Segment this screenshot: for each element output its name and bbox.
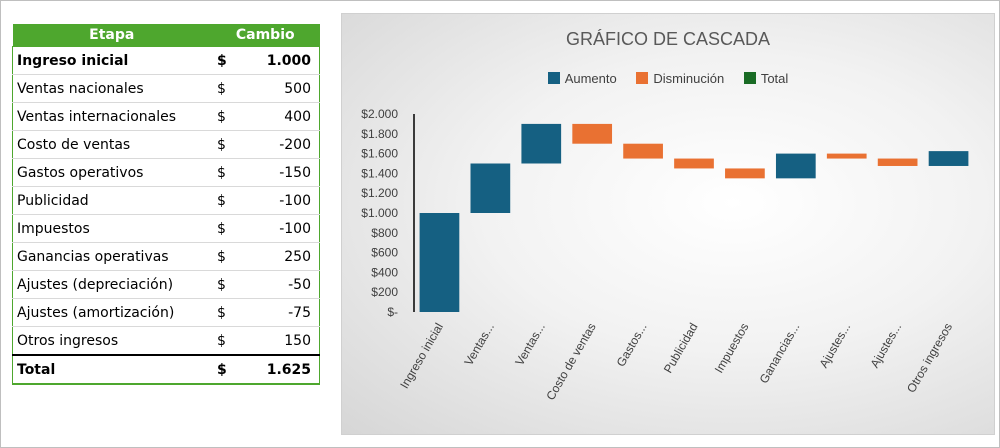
bar-increase[interactable] xyxy=(521,123,562,164)
y-tick-label: $1.600 xyxy=(361,147,398,161)
table-row: Ventas internacionales $400 xyxy=(12,102,320,131)
row-label[interactable]: Impuestos xyxy=(12,214,211,243)
y-tick-label: $800 xyxy=(371,226,398,240)
row-label[interactable]: Ajustes (amortización) xyxy=(12,298,211,327)
table-row-total: Total $1.625 xyxy=(12,354,320,385)
bar-decrease[interactable] xyxy=(725,168,765,179)
row-value[interactable]: 250 xyxy=(245,242,320,271)
x-tick-label: Otros ingresos xyxy=(904,321,955,396)
legend-swatch-decrease xyxy=(636,72,649,85)
bar-decrease[interactable] xyxy=(572,123,613,144)
row-label[interactable]: Otros ingresos xyxy=(12,326,211,356)
x-tick-label: Ajustes... xyxy=(867,321,904,371)
legend-item-total: Total xyxy=(743,71,789,87)
bar-increase[interactable] xyxy=(470,163,511,214)
row-currency[interactable]: $ xyxy=(211,74,245,103)
x-tick-label: Ventas... xyxy=(461,321,496,368)
header-etapa[interactable]: Etapa xyxy=(12,24,211,47)
legend-item-decrease: Disminución xyxy=(636,71,724,86)
row-currency[interactable]: $ xyxy=(211,214,245,243)
total-currency[interactable]: $ xyxy=(211,354,245,385)
chart-legend: Aumento Disminución Total xyxy=(342,70,994,86)
row-currency[interactable]: $ xyxy=(211,298,245,327)
bar-increase[interactable] xyxy=(775,153,816,179)
row-currency[interactable]: $ xyxy=(211,158,245,187)
table-row: Ganancias operativas $250 xyxy=(12,242,320,271)
x-tick-label: Ventas... xyxy=(512,321,547,368)
row-label[interactable]: Ajustes (depreciación) xyxy=(12,270,211,299)
y-tick-label: $400 xyxy=(371,265,398,279)
row-value[interactable]: 1.000 xyxy=(245,46,320,75)
x-tick-label: Publicidad xyxy=(661,321,701,376)
row-value[interactable]: -75 xyxy=(245,298,320,327)
x-tick-label: Ingreso inicial xyxy=(397,321,446,392)
bar-decrease[interactable] xyxy=(674,158,714,169)
x-tick-label: Impuestos xyxy=(712,321,752,376)
bar-decrease[interactable] xyxy=(877,158,918,166)
row-label[interactable]: Costo de ventas xyxy=(12,130,211,159)
row-value[interactable]: 500 xyxy=(245,74,320,103)
plot-area: $- $200 $400 $600 $800 $1.000 $1.200 $1.400 $1.6… xyxy=(361,107,969,403)
row-value[interactable]: -200 xyxy=(245,130,320,159)
y-tick-label: $1.400 xyxy=(361,166,398,180)
row-currency[interactable]: $ xyxy=(211,242,245,271)
header-cambio[interactable]: Cambio xyxy=(211,24,320,47)
total-label[interactable]: Total xyxy=(12,354,211,385)
total-value[interactable]: 1.625 xyxy=(245,354,320,385)
y-tick-label: $2.000 xyxy=(361,107,398,121)
x-tick-label: Ganancias... xyxy=(757,321,803,386)
table-body: Ingreso inicial $1.000 Ventas nacionales $5… xyxy=(12,46,320,385)
row-currency[interactable]: $ xyxy=(211,130,245,159)
table-row: Ajustes (depreciación) $ -50 xyxy=(12,270,320,299)
row-label[interactable]: Gastos operativos xyxy=(12,158,211,187)
y-tick-label: $1.200 xyxy=(361,186,398,200)
table-row: Publicidad $ -100 xyxy=(12,186,320,215)
legend-label-increase: Aumento xyxy=(564,71,617,87)
bar-increase[interactable] xyxy=(928,151,969,166)
table-row: Costo de ventas $ -200 xyxy=(12,130,320,159)
x-tick-label: Gastos... xyxy=(614,321,650,370)
table-row: Ingreso inicial $1.000 xyxy=(12,46,320,75)
table-header-row: Etapa Cambio xyxy=(12,24,320,47)
x-tick-label: Ajustes... xyxy=(817,321,854,371)
chart-title: GRÁFICO DE CASCADA xyxy=(565,29,771,49)
y-tick-label: $200 xyxy=(371,285,398,299)
bar-decrease[interactable] xyxy=(623,143,663,159)
waterfall-chart[interactable]: GRÁFICO DE CASCADA Aumento Disminución T… xyxy=(341,13,995,435)
table-row: Gastos operativos $ -150 xyxy=(12,158,320,187)
row-value[interactable]: 400 xyxy=(245,102,320,131)
row-currency[interactable]: $ xyxy=(211,46,245,75)
y-tick-label: $- xyxy=(387,305,398,319)
y-tick-label: $1.000 xyxy=(361,206,398,220)
data-table: Etapa Cambio Ingreso inicial $1.000 Ventas… xyxy=(12,24,320,385)
row-value[interactable]: 150 xyxy=(245,326,320,356)
row-label[interactable]: Ingreso inicial xyxy=(12,46,211,75)
row-currency[interactable]: $ xyxy=(211,186,245,215)
row-label[interactable]: Ventas nacionales xyxy=(12,74,211,103)
table-row: Impuestos $ -100 xyxy=(12,214,320,243)
row-currency[interactable]: $ xyxy=(211,326,245,356)
row-label[interactable]: Ganancias operativas xyxy=(12,242,211,271)
x-tick-label: Costo de ventas xyxy=(543,321,598,403)
legend-swatch-total xyxy=(743,72,756,85)
bar-increase[interactable] xyxy=(419,213,460,312)
legend-swatch-increase xyxy=(547,72,560,85)
row-label[interactable]: Ventas internacionales xyxy=(12,102,211,131)
y-tick-label: $600 xyxy=(371,246,398,260)
row-value[interactable]: -50 xyxy=(245,270,320,299)
row-value[interactable]: -100 xyxy=(245,214,320,243)
row-label[interactable]: Publicidad xyxy=(12,186,211,215)
bar-decrease[interactable] xyxy=(826,153,867,159)
row-currency[interactable]: $ xyxy=(211,102,245,131)
legend-label-decrease: Disminución xyxy=(653,71,725,87)
row-value[interactable]: -150 xyxy=(245,158,320,187)
table-row: Ventas nacionales $500 xyxy=(12,74,320,103)
legend-item-increase: Aumento xyxy=(547,71,617,87)
row-currency[interactable]: $ xyxy=(211,270,245,299)
row-value[interactable]: -100 xyxy=(245,186,320,215)
table-row: Otros ingresos $150 xyxy=(12,326,320,356)
legend-label-total: Total xyxy=(760,71,789,87)
y-tick-label: $1.800 xyxy=(361,127,398,141)
table-row: Ajustes (amortización) $ -75 xyxy=(12,298,320,327)
